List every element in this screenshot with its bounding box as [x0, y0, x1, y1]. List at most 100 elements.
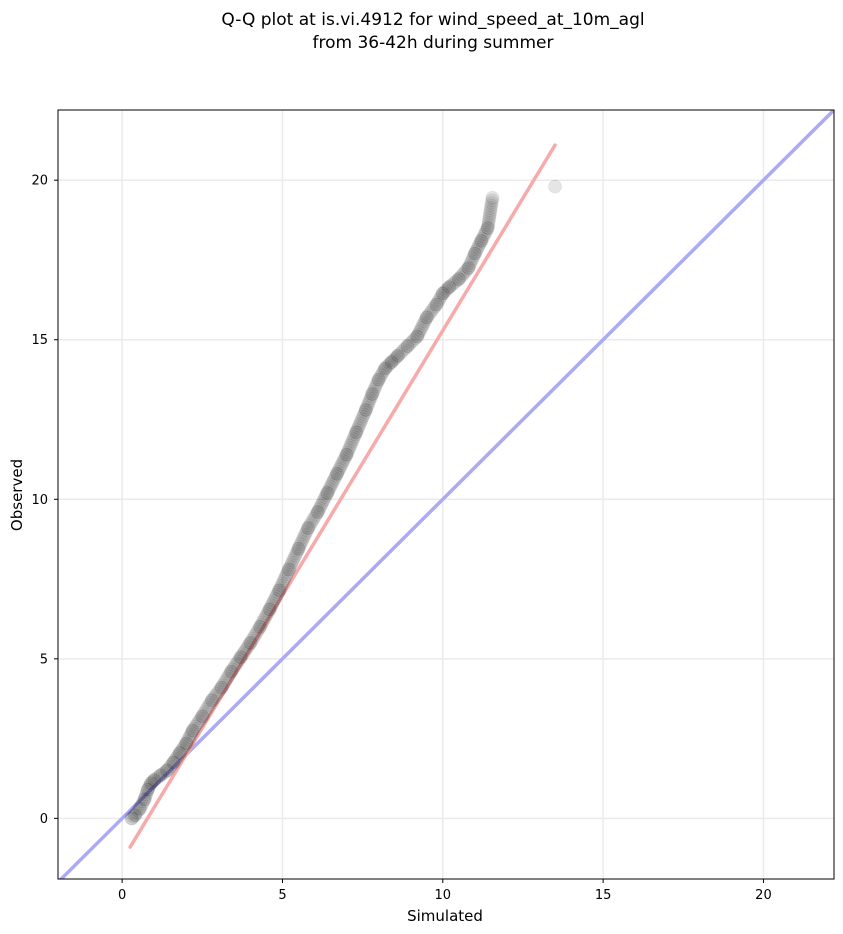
quantile-points	[124, 179, 563, 826]
quantile-point	[131, 803, 146, 818]
quantile-point	[325, 475, 340, 490]
quantile-point	[240, 639, 255, 654]
quantile-point	[455, 268, 470, 283]
quantile-point	[362, 393, 377, 408]
quantile-point	[133, 799, 148, 814]
quantile-point	[482, 210, 497, 225]
quantile-point	[242, 637, 257, 652]
quantile-point	[254, 617, 269, 632]
quantile-point	[327, 471, 342, 486]
quantile-point	[160, 763, 175, 778]
quantile-point	[468, 244, 483, 259]
quantile-point	[451, 272, 466, 287]
quantile-point	[394, 344, 409, 359]
quantile-point	[286, 553, 301, 568]
quantile-point	[463, 256, 478, 271]
quantile-point	[204, 693, 219, 708]
quantile-point	[398, 341, 413, 356]
quantile-point	[163, 759, 178, 774]
quantile-point	[358, 402, 373, 417]
quantile-point	[226, 660, 241, 675]
quantile-point	[451, 272, 466, 287]
quantile-point	[418, 312, 433, 327]
x-tick-label: 5	[278, 888, 286, 903]
quantile-point	[466, 248, 481, 263]
quantile-point	[369, 377, 384, 392]
quantile-point	[179, 736, 194, 751]
quantile-point	[267, 591, 282, 606]
quantile-point	[370, 375, 385, 390]
quantile-point	[408, 331, 423, 346]
quantile-point	[184, 725, 199, 740]
quantile-point	[392, 346, 407, 361]
quantile-point	[480, 221, 495, 236]
y-tick-label: 0	[40, 812, 48, 827]
quantile-point	[404, 335, 419, 350]
quantile-point	[280, 564, 295, 579]
quantile-point	[139, 787, 154, 802]
quantile-point	[153, 768, 168, 783]
quantile-point	[172, 745, 187, 760]
quantile-point	[214, 680, 229, 695]
quantile-point	[169, 751, 184, 766]
quantile-point	[246, 631, 261, 646]
quantile-point	[292, 539, 307, 554]
x-tick-label: 10	[435, 888, 452, 903]
quantile-point	[164, 757, 179, 772]
quantile-point	[372, 370, 387, 385]
quantile-point	[303, 516, 318, 531]
quantile-point	[143, 776, 158, 791]
quantile-point	[382, 356, 397, 371]
quantile-point	[353, 416, 368, 431]
quantile-point	[467, 246, 482, 261]
quantile-point	[183, 727, 198, 742]
quantile-point	[378, 361, 393, 376]
quantile-point	[273, 580, 288, 595]
quantile-point	[250, 624, 265, 639]
quantile-point	[323, 479, 338, 494]
quantile-point	[310, 505, 325, 520]
quantile-point	[155, 766, 170, 781]
quantile-point	[247, 629, 262, 644]
quantile-point	[347, 429, 362, 444]
chart-title-line-1: Q-Q plot at is.vi.4912 for wind_speed_at…	[221, 10, 644, 30]
quantile-point	[181, 732, 196, 747]
quantile-point	[149, 771, 164, 786]
quantile-point	[320, 485, 335, 500]
quantile-point	[367, 382, 382, 397]
quantile-point	[172, 745, 187, 760]
quantile-point	[349, 425, 364, 440]
quantile-point	[319, 488, 334, 503]
quantile-point	[326, 473, 341, 488]
quantile-point	[361, 396, 376, 411]
quantile-point	[339, 447, 354, 462]
quantile-point	[426, 301, 441, 316]
quantile-point	[191, 715, 206, 730]
quantile-point	[336, 453, 351, 468]
quantile-point	[318, 490, 333, 505]
quantile-point	[132, 801, 147, 816]
quantile-point	[208, 689, 223, 704]
quantile-point	[224, 664, 239, 679]
quantile-point	[348, 427, 363, 442]
quantile-point	[331, 464, 346, 479]
quantile-point	[357, 405, 372, 420]
quantile-point	[427, 299, 442, 314]
quantile-point	[430, 295, 445, 310]
quantile-point	[276, 574, 291, 589]
quantile-point	[350, 423, 365, 438]
quantile-point	[221, 669, 236, 684]
quantile-point	[442, 280, 457, 295]
quantile-point	[338, 449, 353, 464]
quantile-point	[196, 706, 211, 721]
quantile-point	[272, 583, 287, 598]
quantile-point	[483, 200, 498, 215]
quantile-point	[332, 462, 347, 477]
quantile-point	[255, 615, 270, 630]
quantile-point	[417, 314, 432, 329]
quantile-point	[225, 662, 240, 677]
quantile-point	[212, 682, 227, 697]
quantile-point	[189, 717, 204, 732]
quantile-point	[188, 719, 203, 734]
quantile-point	[354, 414, 369, 429]
